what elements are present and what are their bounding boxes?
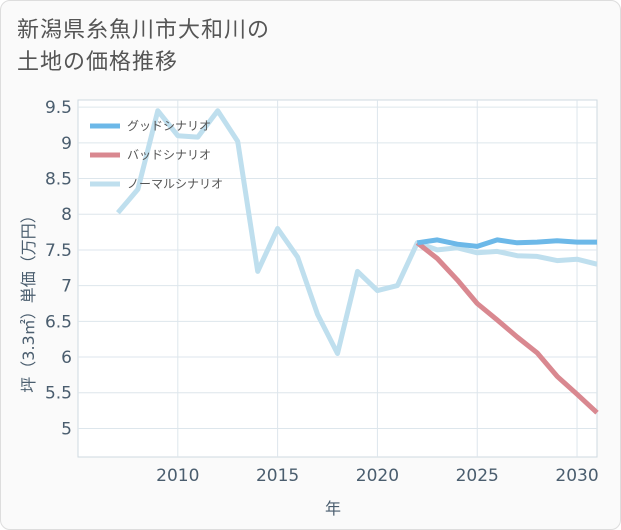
y-tick-label: 9	[61, 134, 72, 154]
chart-title: 新潟県糸魚川市大和川の 土地の価格推移	[17, 15, 270, 79]
legend-label: バッドシナリオ	[127, 148, 211, 162]
series-lines	[115, 108, 599, 415]
x-tick-label: 2015	[256, 466, 299, 486]
chart-title-line-2: 土地の価格推移	[17, 50, 179, 75]
y-tick-label: 8.5	[45, 170, 72, 190]
y-tick-label: 7	[61, 277, 72, 297]
y-tick-label: 5	[61, 419, 72, 439]
axis-ticks: 5 5.5 6 6.5 7 7.5 8 8.5 9 9.5 2010 2015 2020 2025 2030	[45, 98, 599, 486]
chart-title-line-1: 新潟県糸魚川市大和川の	[17, 18, 271, 43]
grid-lines	[78, 100, 597, 457]
y-axis-label: 坪（3.3㎡）単価（万円）	[19, 207, 38, 392]
series-line-2	[115, 108, 598, 356]
x-axis-label: 年	[325, 499, 341, 518]
legend-label: グッドシナリオ	[127, 119, 211, 133]
series-line-0	[416, 237, 597, 249]
y-tick-label: 7.5	[45, 241, 72, 261]
y-tick-label: 6.5	[45, 312, 72, 332]
legend-label: ノーマルシナリオ	[127, 177, 223, 191]
plot-area	[77, 99, 598, 458]
y-tick-label: 9.5	[45, 98, 72, 118]
x-tick-label: 2025	[456, 466, 499, 486]
x-tick-label: 2030	[555, 466, 598, 486]
x-tick-label: 2020	[356, 466, 399, 486]
y-tick-label: 6	[61, 348, 72, 368]
y-tick-label: 8	[61, 205, 72, 225]
series-line-1	[415, 240, 599, 415]
y-tick-label: 5.5	[45, 384, 72, 404]
x-tick-label: 2010	[156, 466, 199, 486]
